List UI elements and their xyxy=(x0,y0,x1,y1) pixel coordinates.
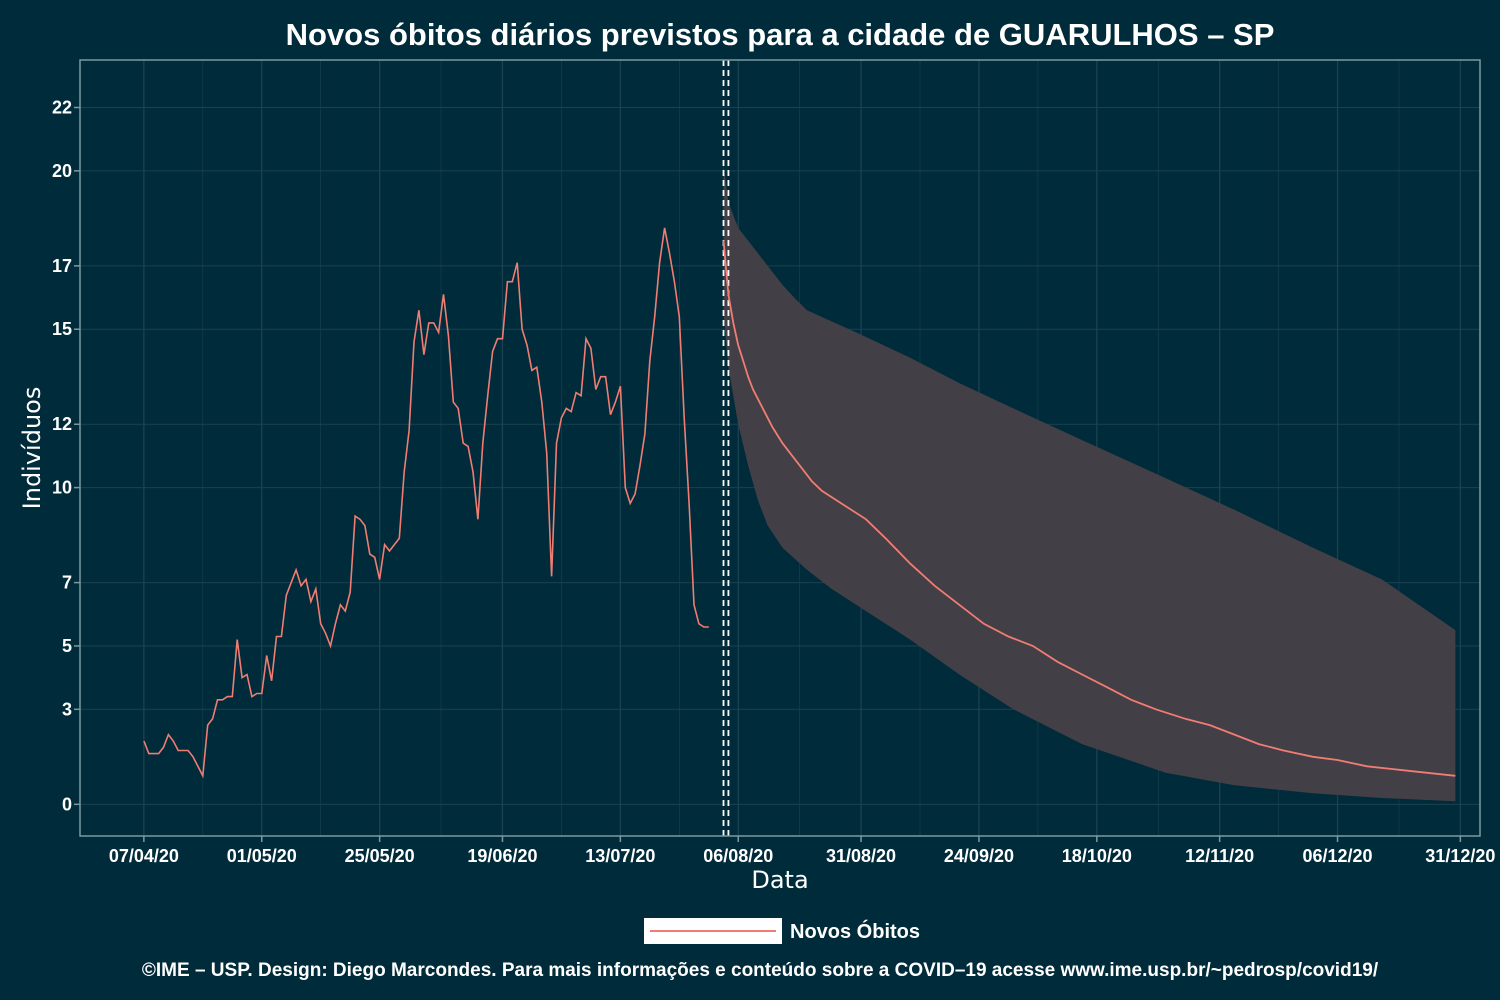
legend: Novos Óbitos xyxy=(644,918,920,944)
y-axis-title: Indivíduos xyxy=(18,387,46,510)
observed-deaths-line xyxy=(143,227,709,779)
caption: ©IME – USP. Design: Diego Marcondes. Par… xyxy=(142,960,1379,981)
y-tick-label: 0 xyxy=(62,794,72,814)
chart-title: Novos óbitos diários previstos para a ci… xyxy=(286,17,1275,52)
x-tick-label: 31/08/20 xyxy=(826,846,896,866)
x-tick-label: 25/05/20 xyxy=(345,846,415,866)
y-axis-ticks: 0 3 5 7 10 12 15 17 20 22 xyxy=(52,98,80,814)
legend-label: Novos Óbitos xyxy=(790,919,920,943)
plot-border xyxy=(79,59,1481,837)
x-tick-label: 01/05/20 xyxy=(227,846,297,866)
y-tick-label: 5 xyxy=(62,636,72,656)
x-tick-label: 31/12/20 xyxy=(1425,846,1495,866)
x-axis-title: Data xyxy=(751,866,808,894)
x-tick-label: 06/08/20 xyxy=(703,846,773,866)
x-tick-label: 07/04/20 xyxy=(109,846,179,866)
x-tick-label: 19/06/20 xyxy=(467,846,537,866)
forecast-deaths-line xyxy=(722,240,1456,777)
y-tick-label: 17 xyxy=(52,256,72,276)
y-tick-label: 12 xyxy=(52,414,72,434)
x-axis-ticks: 07/04/20 01/05/20 25/05/20 19/06/20 13/07/20… xyxy=(109,836,1495,866)
confidence-band xyxy=(723,164,1456,802)
y-tick-label: 22 xyxy=(52,98,72,118)
y-tick-label: 20 xyxy=(52,161,72,181)
x-tick-label: 18/10/20 xyxy=(1062,846,1132,866)
y-tick-label: 10 xyxy=(52,478,72,498)
x-tick-label: 24/09/20 xyxy=(944,846,1014,866)
y-tick-label: 3 xyxy=(62,699,72,719)
x-tick-label: 12/11/20 xyxy=(1185,846,1254,866)
y-tick-label: 7 xyxy=(62,573,72,593)
x-tick-label: 13/07/20 xyxy=(585,846,655,866)
y-tick-label: 15 xyxy=(52,319,72,339)
x-tick-label: 06/12/20 xyxy=(1303,846,1373,866)
